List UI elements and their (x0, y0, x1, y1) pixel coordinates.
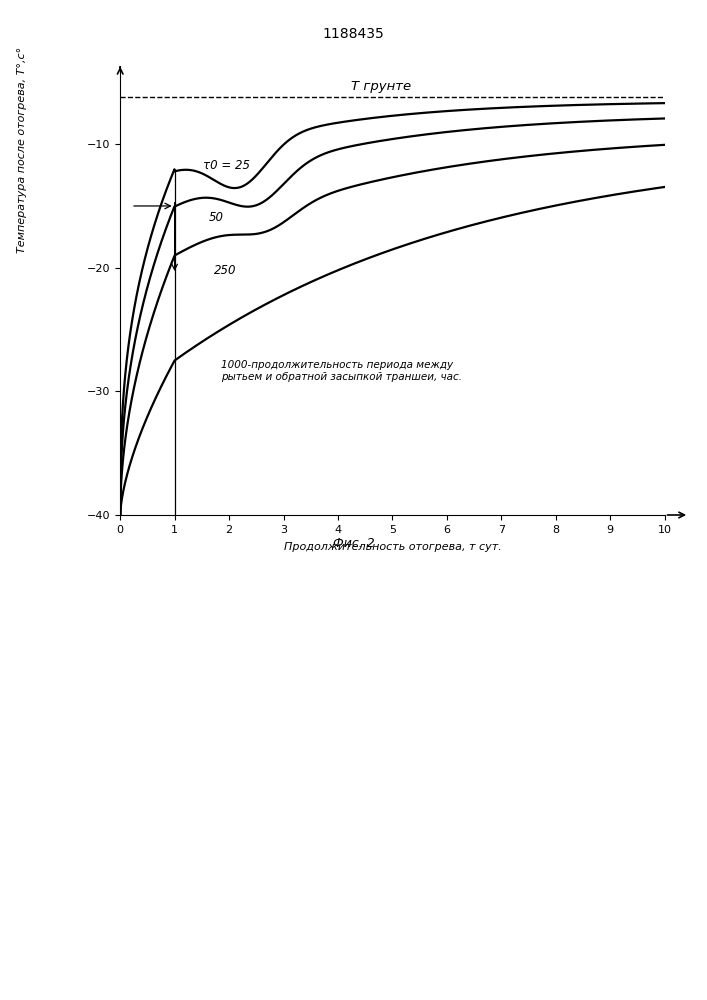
Text: Температура после отогрева, Т°,с°: Температура после отогрева, Т°,с° (17, 47, 27, 253)
Text: 50: 50 (209, 211, 223, 224)
Text: 1188435: 1188435 (322, 27, 385, 41)
Text: τ0 = 25: τ0 = 25 (203, 159, 250, 172)
Text: 1000-продолжительность периода между
рытьем и обратной засыпкой траншеи, час.: 1000-продолжительность периода между рыт… (221, 360, 462, 382)
Text: Фис. 2: Фис. 2 (332, 537, 375, 550)
X-axis label: Продолжительность отогрева, т сут.: Продолжительность отогрева, т сут. (284, 542, 501, 552)
Text: 250: 250 (214, 264, 236, 277)
Text: Т грунте: Т грунте (351, 80, 411, 93)
